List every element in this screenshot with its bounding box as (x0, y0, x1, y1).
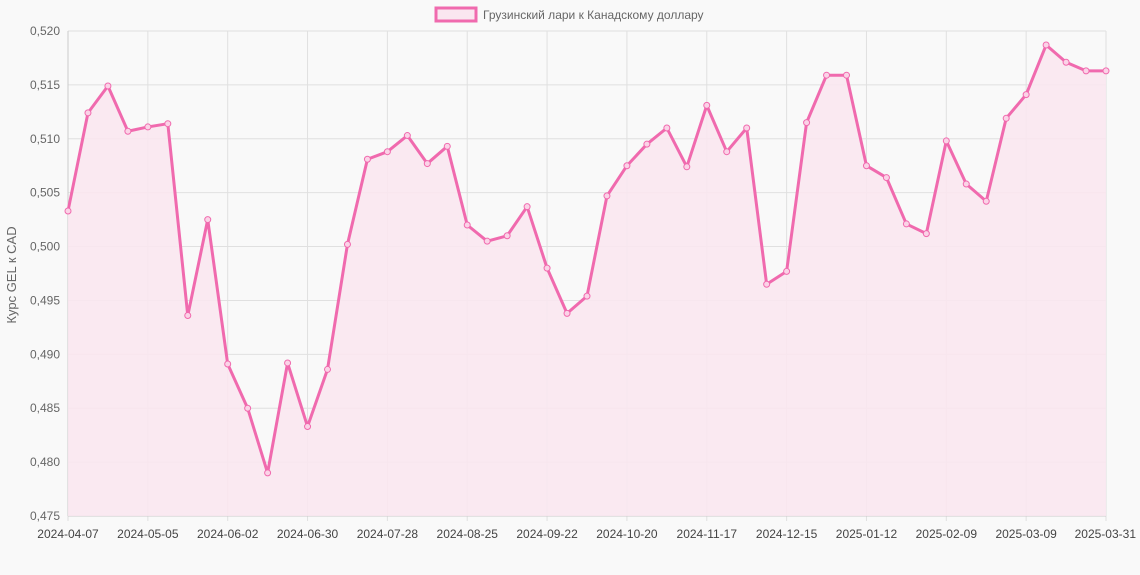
y-tick-label: 0,475 (30, 509, 60, 523)
data-point[interactable] (962, 180, 970, 188)
data-point[interactable] (443, 142, 451, 150)
data-point[interactable] (663, 124, 671, 132)
data-point[interactable] (1042, 41, 1050, 49)
data-point[interactable] (942, 137, 950, 145)
data-point[interactable] (902, 220, 910, 228)
data-point[interactable] (683, 163, 691, 171)
data-point[interactable] (703, 101, 711, 109)
data-point[interactable] (803, 119, 811, 127)
data-point[interactable] (583, 292, 591, 300)
y-tick-label: 0,520 (30, 24, 60, 38)
data-point[interactable] (523, 203, 531, 211)
series-area (68, 45, 1106, 516)
x-tick-label: 2024-07-28 (357, 527, 419, 541)
y-axis-label: Курс GEL к CAD (4, 226, 19, 323)
data-point[interactable] (543, 264, 551, 272)
data-point[interactable] (244, 404, 252, 412)
data-point[interactable] (184, 312, 192, 320)
data-point[interactable] (823, 71, 831, 79)
data-point[interactable] (743, 124, 751, 132)
x-tick-label: 2024-10-20 (596, 527, 658, 541)
data-point[interactable] (1102, 67, 1110, 75)
data-point[interactable] (882, 174, 890, 182)
x-tick-label: 2024-04-07 (37, 527, 99, 541)
data-point[interactable] (383, 148, 391, 156)
legend-swatch (434, 6, 478, 23)
data-point[interactable] (264, 469, 272, 477)
data-point[interactable] (343, 240, 351, 248)
y-tick-label: 0,480 (30, 455, 60, 469)
legend-label: Грузинский лари к Канадскому доллару (483, 8, 704, 22)
data-point[interactable] (284, 359, 292, 367)
x-tick-label: 2024-11-17 (677, 527, 738, 541)
data-point[interactable] (723, 148, 731, 156)
data-point[interactable] (204, 216, 212, 224)
data-point[interactable] (1062, 58, 1070, 66)
x-tick-label: 2025-03-31 (1075, 527, 1137, 541)
y-axis: 0,475 0,480 0,485 0,490 0,495 0,500 0,505 0,510… (30, 24, 60, 523)
x-tick-label: 2025-03-09 (995, 527, 1057, 541)
x-tick-label: 2024-12-15 (756, 527, 818, 541)
y-tick-label: 0,500 (30, 240, 60, 254)
data-point[interactable] (483, 237, 491, 245)
data-point[interactable] (403, 132, 411, 140)
y-tick-label: 0,485 (30, 401, 60, 415)
data-point[interactable] (463, 221, 471, 229)
x-tick-label: 2024-08-25 (437, 527, 499, 541)
x-tick-label: 2024-05-05 (117, 527, 179, 541)
x-tick-label: 2024-06-02 (197, 527, 259, 541)
x-tick-label: 2024-09-22 (516, 527, 578, 541)
y-tick-label: 0,515 (30, 78, 60, 92)
data-point[interactable] (104, 82, 112, 90)
data-point[interactable] (423, 160, 431, 168)
data-point[interactable] (304, 423, 312, 431)
data-point[interactable] (862, 162, 870, 170)
data-point[interactable] (224, 360, 232, 368)
x-axis: 2024-04-07 2024-05-05 2024-06-02 2024-06-30… (37, 527, 1136, 541)
data-point[interactable] (503, 232, 511, 240)
y-tick-label: 0,490 (30, 347, 60, 361)
data-point[interactable] (922, 230, 930, 238)
data-point[interactable] (363, 155, 371, 163)
data-point[interactable] (603, 192, 611, 200)
series-points (64, 41, 1110, 477)
x-tick-label: 2024-06-30 (277, 527, 339, 541)
data-point[interactable] (84, 109, 92, 117)
data-point[interactable] (1022, 91, 1030, 99)
legend[interactable]: Грузинский лари к Канадскому доллару (434, 6, 704, 23)
data-point[interactable] (982, 197, 990, 205)
data-point[interactable] (783, 267, 791, 275)
data-point[interactable] (164, 120, 172, 128)
data-point[interactable] (324, 365, 331, 373)
data-point[interactable] (144, 123, 152, 131)
x-tick-label: 2025-01-12 (836, 527, 898, 541)
data-point[interactable] (843, 71, 850, 79)
y-tick-label: 0,505 (30, 186, 60, 200)
data-point[interactable] (623, 162, 631, 170)
data-point[interactable] (1082, 67, 1090, 75)
x-tick-label: 2025-02-09 (916, 527, 978, 541)
data-point[interactable] (563, 309, 571, 317)
y-tick-label: 0,510 (30, 132, 60, 146)
data-point[interactable] (64, 207, 72, 215)
y-tick-label: 0,495 (30, 293, 60, 307)
data-point[interactable] (124, 127, 132, 135)
data-point[interactable] (643, 140, 651, 148)
data-point[interactable] (763, 280, 771, 288)
data-point[interactable] (1002, 114, 1010, 122)
